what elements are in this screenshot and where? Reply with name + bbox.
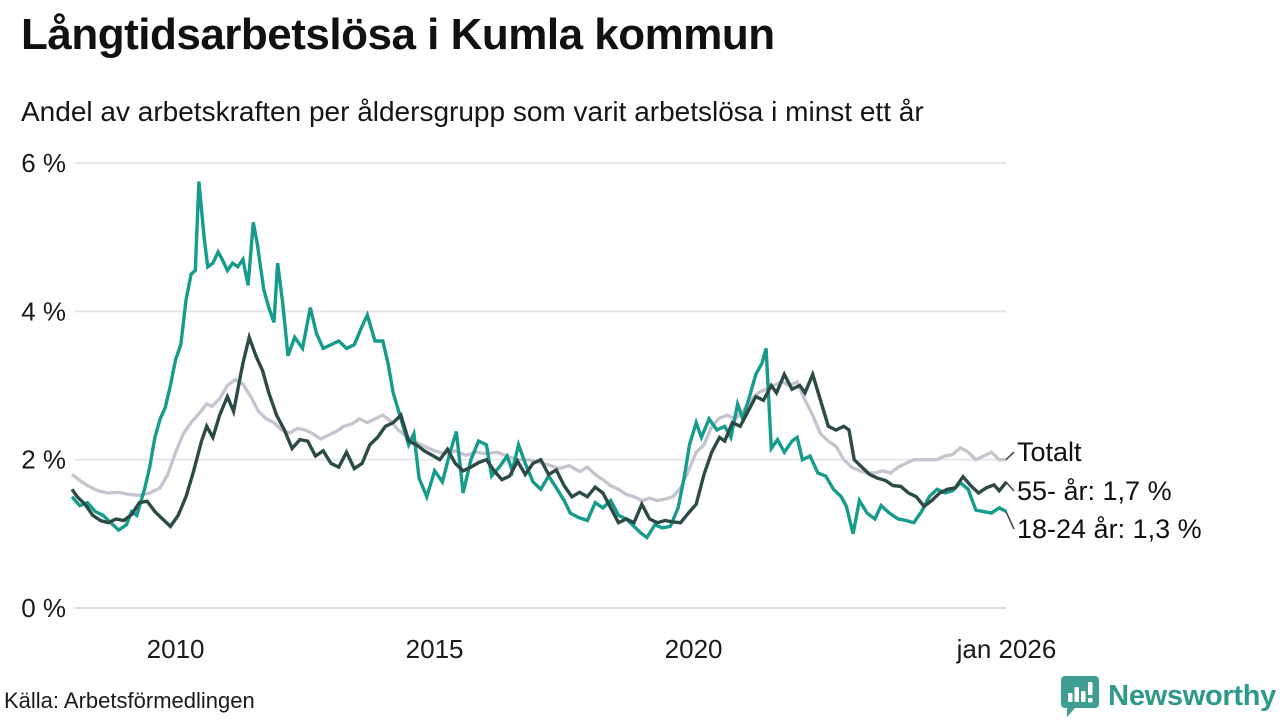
leader-line — [1005, 481, 1015, 492]
x-axis-label: 2015 — [406, 634, 464, 664]
newsworthy-logo: Newsworthy — [1060, 674, 1276, 718]
source-note: Källa: Arbetsförmedlingen — [4, 688, 255, 713]
y-axis-label: 6 % — [21, 148, 66, 178]
series-end-label: 55- år: 1,7 % — [1017, 476, 1172, 506]
x-axis-label: jan 2026 — [956, 634, 1057, 664]
series-end-labels: Totalt 18-24 år: 1,3 % 55- år: 1,7 % — [1005, 437, 1202, 544]
leader-line — [1005, 511, 1015, 530]
chart-subtitle: Andel av arbetskraften per åldersgrupp s… — [21, 96, 924, 127]
series-line-55-r — [70, 331, 1008, 529]
y-axis-label: 2 % — [21, 445, 66, 475]
x-axis-label: 2010 — [147, 634, 205, 664]
newsworthy-bubble-chart-icon — [1061, 676, 1100, 717]
series-line-totalt — [70, 377, 1007, 503]
y-axis-label: 4 % — [21, 296, 66, 326]
y-axis-label: 0 % — [21, 593, 66, 623]
series-end-label: Totalt — [1017, 437, 1082, 467]
x-axis-label: 2020 — [665, 634, 723, 664]
gridlines — [75, 161, 1006, 609]
series-line-18-24-r — [70, 181, 1008, 540]
axis-labels: 0 % 2 % 4 % 6 % 2010 2015 2020 jan 2026 — [21, 148, 1056, 664]
series-end-label: 18-24 år: 1,3 % — [1017, 514, 1202, 544]
series-lines — [70, 181, 1008, 540]
leader-line — [1005, 451, 1015, 461]
chart-title: Långtidsarbetslösa i Kumla kommun — [21, 10, 775, 59]
newsworthy-wordmark: Newsworthy — [1108, 679, 1276, 712]
